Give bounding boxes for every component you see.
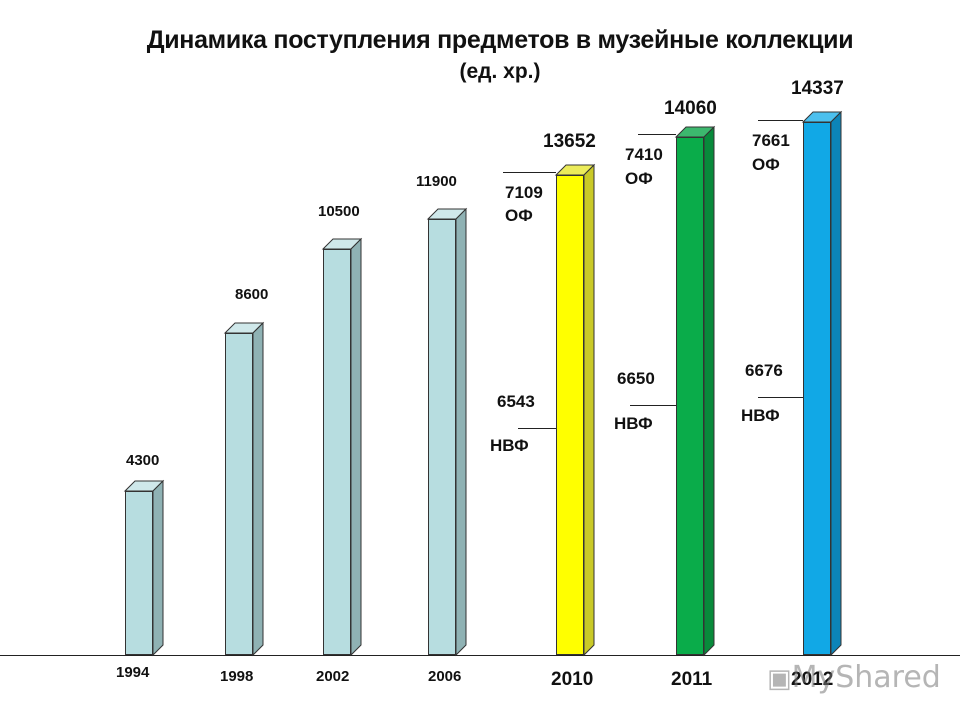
nvf-value-2011: 6650 [617, 369, 655, 388]
bar-2002 [321, 237, 363, 657]
bar-1994 [123, 479, 165, 657]
bar-value-1994: 4300 [126, 452, 160, 469]
of-label-2012: ОФ [752, 155, 780, 174]
bar-2006 [426, 207, 468, 657]
nvf-value-2012: 6676 [745, 361, 783, 380]
bar-side-face [455, 207, 467, 657]
bar-side-face [830, 110, 842, 657]
bar-value-2006: 11900 [416, 173, 457, 190]
of-label-2010: ОФ [505, 206, 533, 225]
watermark-projector-icon: ▣ [767, 664, 792, 694]
bar-side-face [703, 125, 715, 657]
of-leader-line-2011 [638, 134, 676, 135]
year-label-2010: 2010 [551, 669, 594, 690]
of-value-2011: 7410 [625, 145, 663, 164]
watermark-text: MyShared [791, 660, 941, 695]
of-leader-line-2010 [503, 172, 556, 173]
bar-side-face [252, 321, 264, 657]
bar-2011 [674, 125, 716, 657]
chart-subtitle: (ед. хр.) [459, 60, 541, 83]
watermark-logo: ▣MyShared [767, 660, 941, 695]
bar-value-2012: 14337 [791, 78, 844, 99]
bar-side-face [583, 163, 595, 657]
bar-2010 [554, 163, 596, 657]
of-value-2012: 7661 [752, 131, 790, 150]
chart-title: Динамика поступления предметов в музейны… [146, 26, 854, 54]
bar-side-face [350, 237, 362, 657]
year-label-2006: 2006 [428, 668, 462, 685]
bar-value-2011: 14060 [664, 98, 717, 119]
of-label-2011: ОФ [625, 169, 653, 188]
of-value-2010: 7109 [505, 183, 543, 202]
year-label-2012: 2012 [791, 669, 834, 690]
nvf-value-2010: 6543 [497, 392, 535, 411]
nvf-leader-line-2011 [630, 405, 676, 406]
year-label-2002: 2002 [316, 668, 350, 685]
nvf-label-2012: НВФ [741, 406, 780, 425]
bar-2012 [801, 110, 843, 657]
year-label-1994: 1994 [116, 664, 150, 681]
year-label-1998: 1998 [220, 668, 254, 685]
year-label-2011: 2011 [671, 669, 713, 690]
x-axis-line [0, 655, 960, 656]
nvf-leader-line-2010 [518, 428, 556, 429]
nvf-label-2010: НВФ [490, 436, 529, 455]
bar-value-2010: 13652 [543, 131, 596, 152]
nvf-leader-line-2012 [758, 397, 803, 398]
bar-1998 [223, 321, 265, 657]
bar-value-2002: 10500 [318, 203, 360, 220]
of-leader-line-2012 [758, 120, 803, 121]
bar-side-face [152, 479, 164, 657]
nvf-label-2011: НВФ [614, 414, 653, 433]
bar-value-1998: 8600 [235, 286, 269, 303]
